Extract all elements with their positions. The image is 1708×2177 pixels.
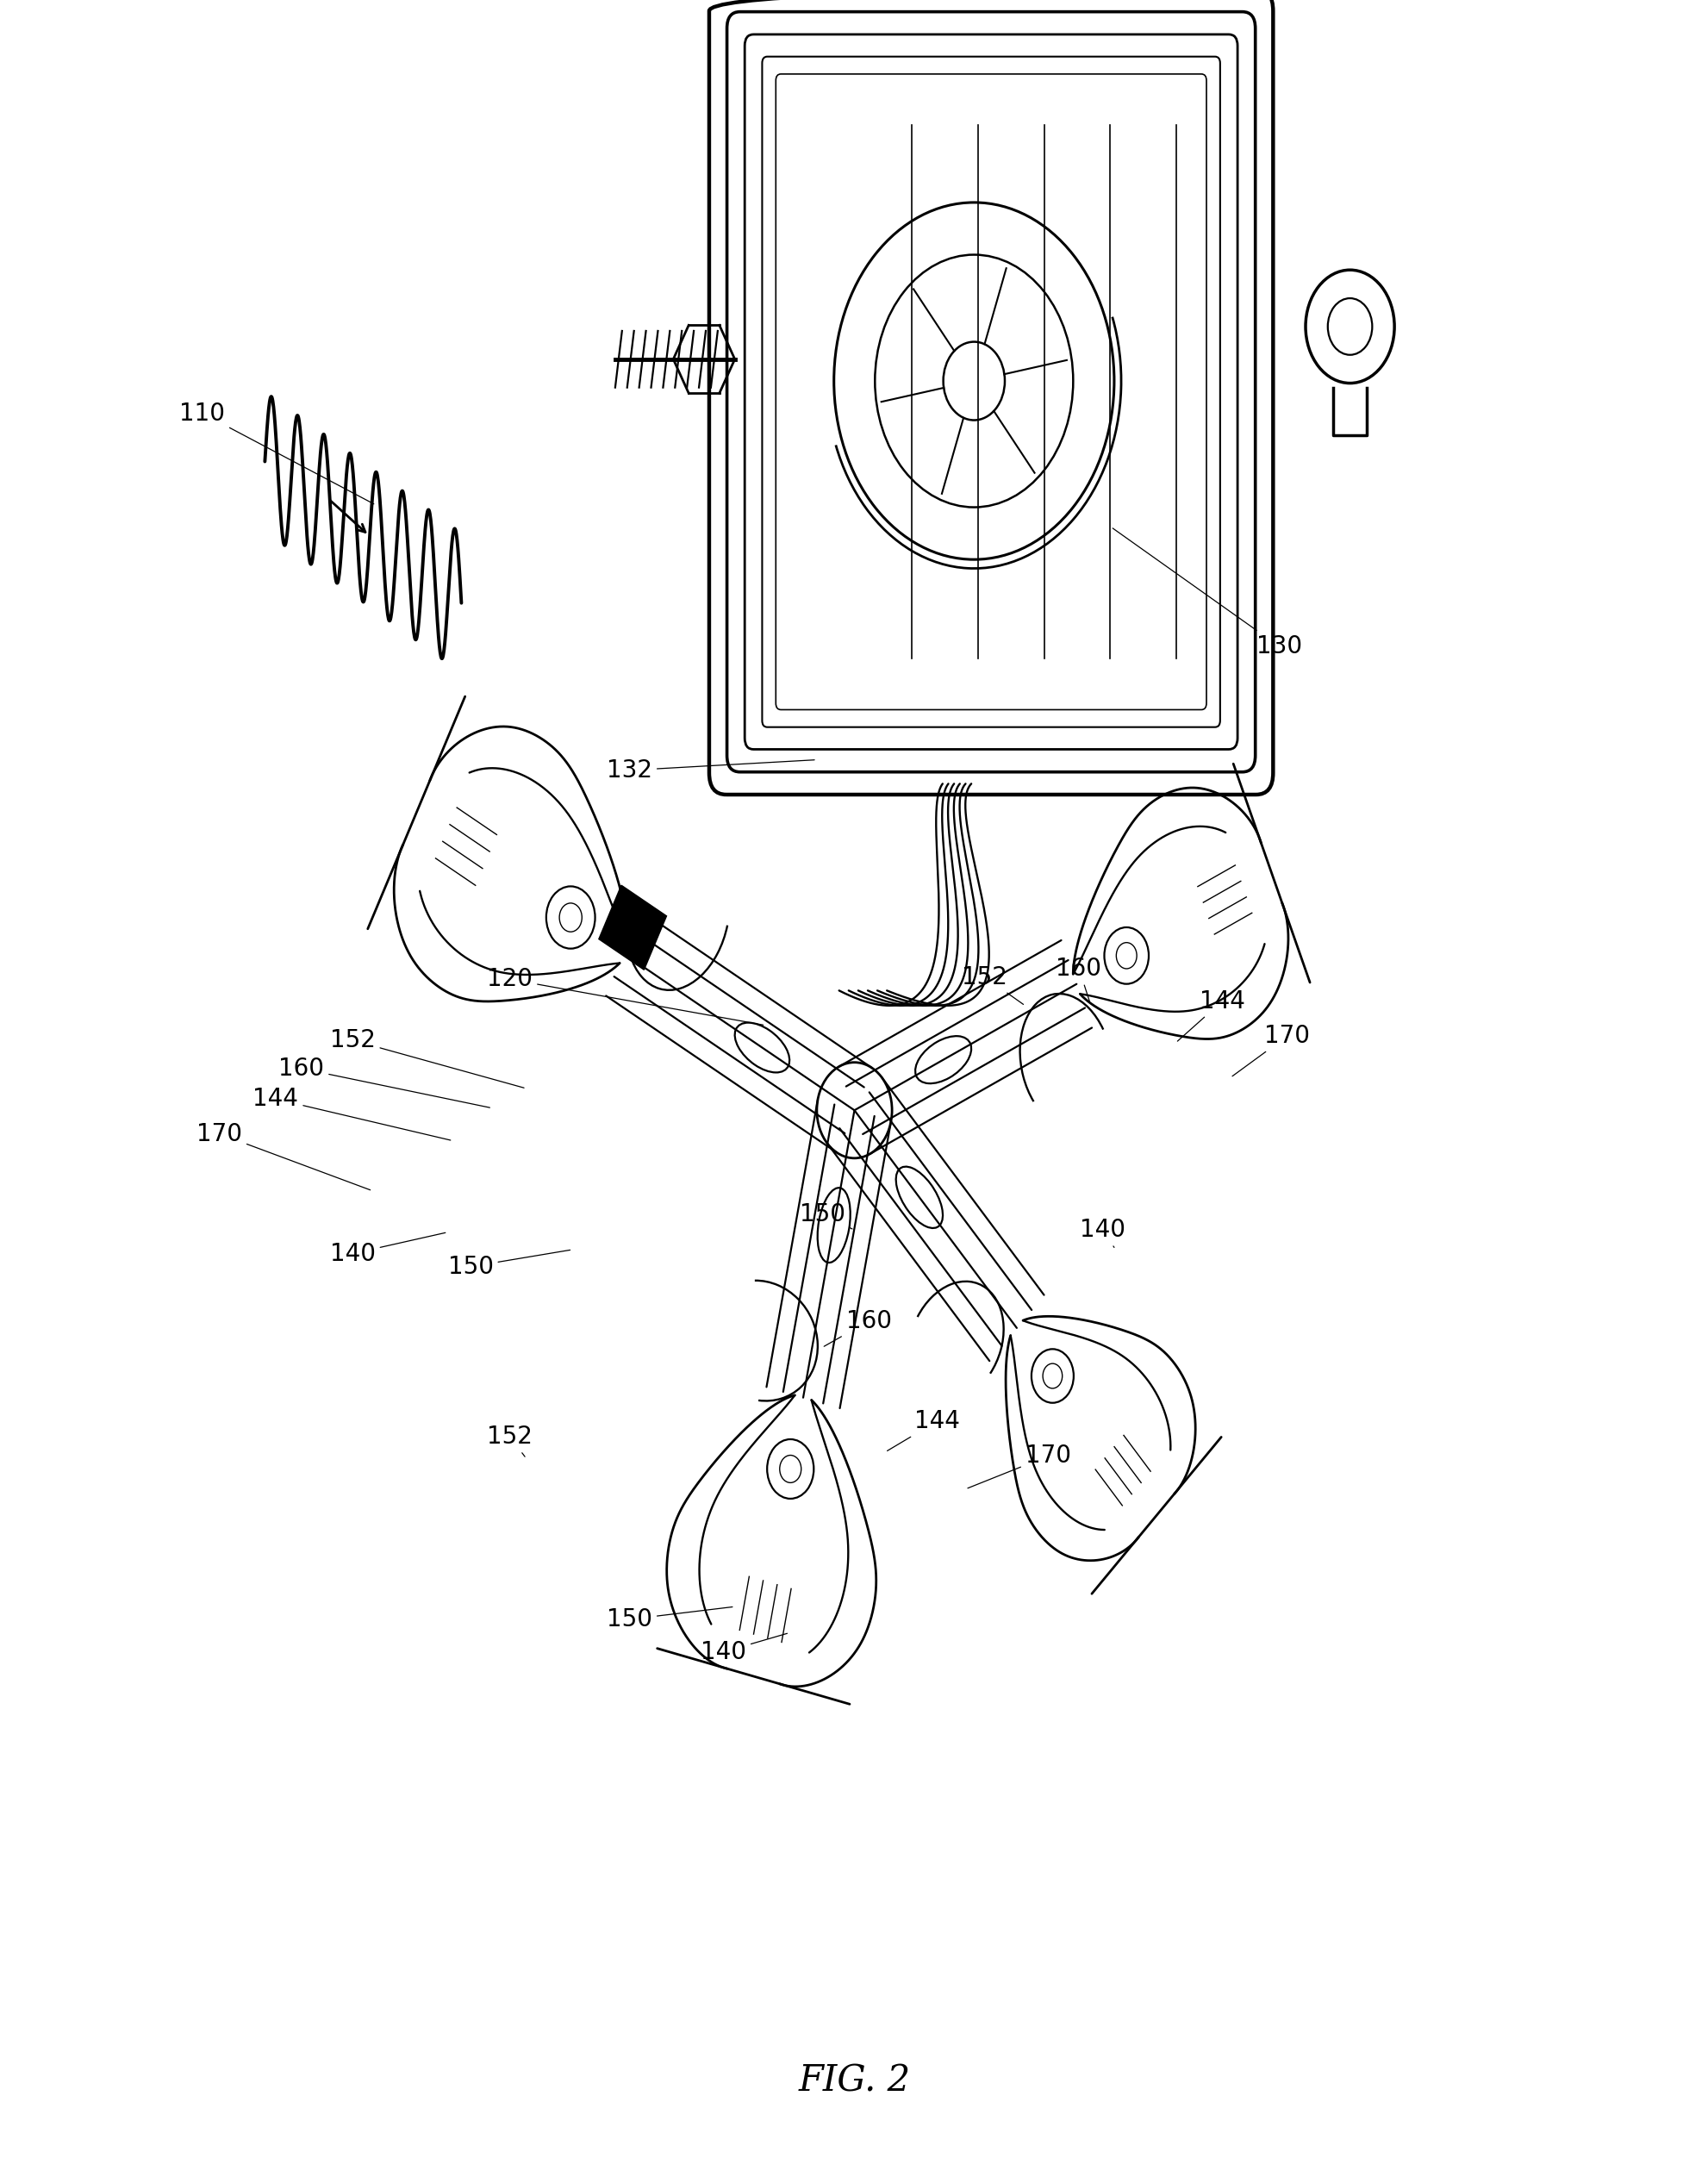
Text: 170: 170	[196, 1121, 371, 1191]
Text: 160: 160	[823, 1308, 892, 1345]
Text: 140: 140	[330, 1232, 446, 1265]
Text: 160: 160	[1056, 956, 1102, 1001]
Text: 132: 132	[606, 758, 815, 782]
Text: 150: 150	[447, 1250, 570, 1278]
Text: 120: 120	[487, 967, 763, 1025]
Text: 170: 170	[1231, 1023, 1310, 1075]
Text: 150: 150	[606, 1607, 733, 1631]
Text: 110: 110	[179, 401, 374, 503]
Text: 150: 150	[799, 1202, 852, 1230]
Text: 144: 144	[886, 1409, 960, 1450]
Text: 152: 152	[962, 964, 1023, 1004]
Text: 140: 140	[700, 1633, 787, 1663]
Text: 130: 130	[1112, 529, 1301, 657]
Text: 144: 144	[253, 1086, 451, 1141]
Text: FIG. 2: FIG. 2	[798, 2064, 910, 2099]
Text: 144: 144	[1177, 988, 1245, 1041]
Text: 170: 170	[967, 1443, 1071, 1489]
Circle shape	[943, 342, 1004, 420]
Text: 152: 152	[487, 1424, 533, 1456]
FancyBboxPatch shape	[598, 886, 666, 969]
Text: 152: 152	[330, 1028, 524, 1088]
Text: 140: 140	[1079, 1217, 1126, 1247]
Text: 160: 160	[278, 1056, 490, 1108]
